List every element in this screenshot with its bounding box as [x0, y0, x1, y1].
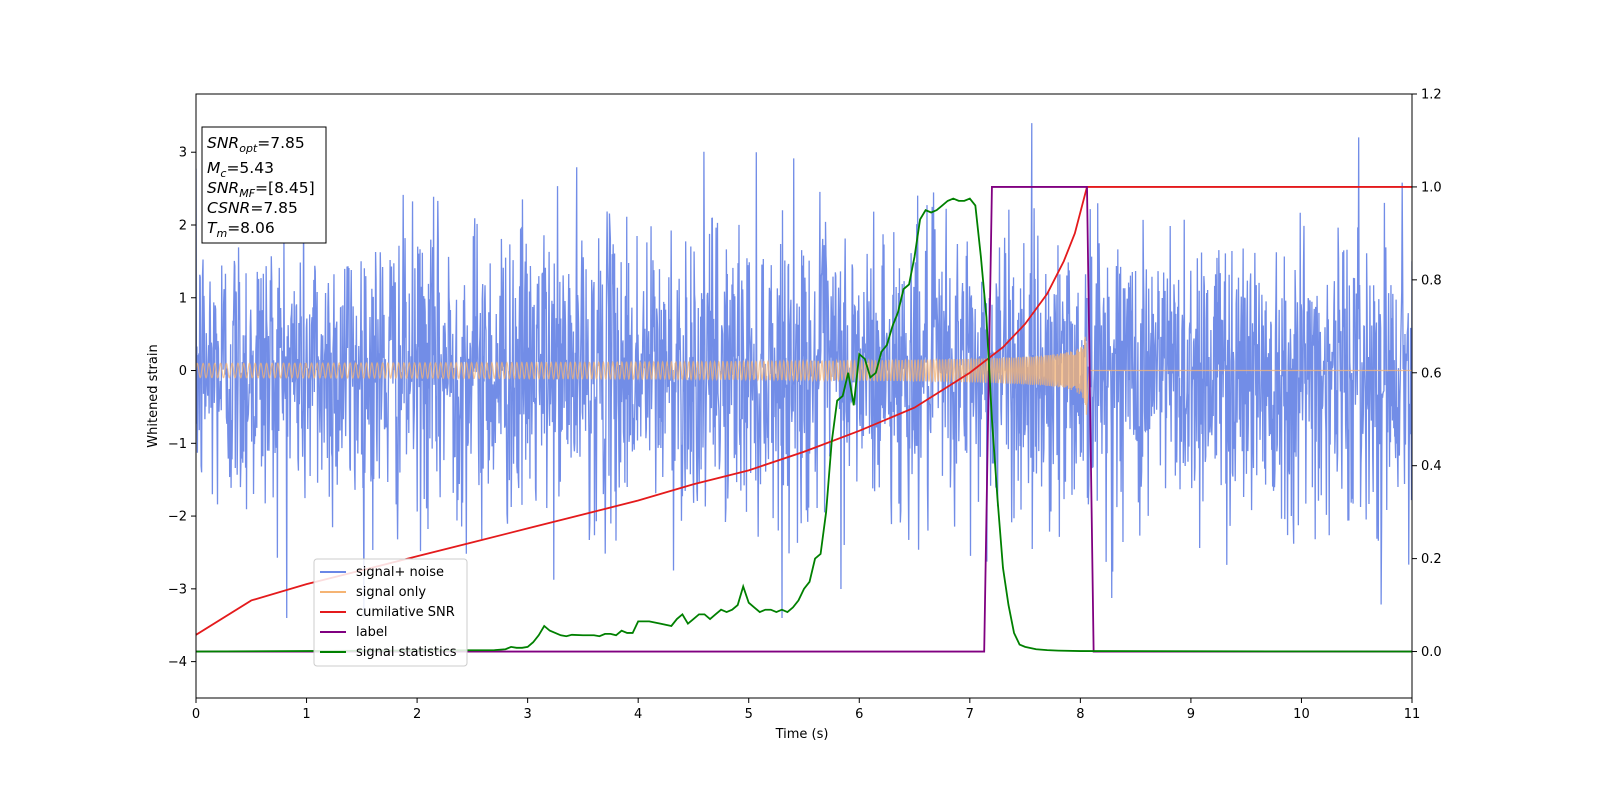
info-mc-main: M	[207, 159, 220, 177]
info-mc-sub: c	[220, 167, 226, 180]
x-tick-label-11: 11	[1404, 707, 1421, 722]
x-tick-label-8: 8	[1076, 707, 1084, 722]
legend-label-cumilative-snr: cumilative SNR	[356, 605, 455, 620]
info-csnr-value: =7.85	[250, 199, 298, 217]
legend-label-signal-noise: signal+ noise	[356, 565, 444, 580]
legend: signal+ noise signal only cumilative SNR…	[313, 558, 468, 667]
x-tick-label-1: 1	[302, 707, 310, 722]
plot-frame	[195, 93, 1413, 699]
info-snr-opt: SNRopt=7.85	[207, 134, 305, 155]
legend-item-cumilative-snr: cumilative SNR	[320, 605, 455, 620]
legend-item-signal-noise: signal+ noise	[320, 565, 444, 580]
info-snr-opt-value: =7.85	[257, 134, 305, 152]
y-tick-label-3: −1	[168, 437, 187, 452]
y-tick-label-0: −4	[168, 655, 187, 670]
info-mc-value: =5.43	[226, 159, 274, 177]
series-signal-only-line	[196, 336, 1412, 415]
x-tick-label-2: 2	[413, 707, 421, 722]
info-csnr-main: CSNR	[207, 199, 250, 217]
y2-tick-label-0: 0.0	[1421, 645, 1442, 660]
y-tick-label-1: −3	[168, 582, 187, 597]
x-tick-label-10: 10	[1293, 707, 1310, 722]
legend-item-signal-only: signal only	[320, 585, 426, 600]
info-tm-main: T	[207, 219, 218, 237]
series-signal-statistics-line	[196, 197, 1412, 653]
info-tm-sub: m	[216, 227, 227, 240]
legend-item-label: label	[320, 625, 387, 640]
legend-label-label: label	[356, 625, 387, 640]
info-snr-mf: SNRMF=[8.45]	[207, 179, 315, 200]
info-csnr: CSNR=7.85	[207, 199, 298, 217]
y-tick-label-4: 0	[179, 364, 187, 379]
y2-tick-label-2: 0.4	[1421, 459, 1442, 474]
legend-frame	[313, 558, 468, 667]
legend-label-signal-statistics: signal statistics	[356, 645, 457, 660]
axes-layer: 0 1 2 3 4 5 6 7 8 9 10 11 −4 −3 −2 −1 0 1 2 3 0.0 0.2 0.4 0.6 0.…	[168, 88, 1442, 723]
y2-tick-label-4: 0.8	[1421, 273, 1442, 288]
legend-label-signal-only: signal only	[356, 585, 426, 600]
info-snr-mf-value: =[8.45]	[255, 179, 315, 197]
info-snr-opt-main: SNR	[207, 134, 239, 152]
y-tick-label-2: −2	[168, 510, 187, 525]
x-tick-label-5: 5	[745, 707, 753, 722]
y2-tick-label-6: 1.2	[1421, 88, 1442, 103]
info-tm: Tm=8.06	[207, 219, 275, 240]
info-snr-mf-main: SNR	[207, 179, 239, 197]
x-tick-label-3: 3	[523, 707, 531, 722]
legend-item-signal-statistics: signal statistics	[320, 645, 457, 660]
y-tick-label-6: 2	[179, 218, 187, 233]
info-snr-mf-sub: MF	[239, 187, 255, 200]
y2-tick-label-1: 0.2	[1421, 552, 1442, 567]
x-axis-label: Time (s)	[775, 727, 829, 742]
info-tm-value: =8.06	[227, 219, 275, 237]
x-tick-label-6: 6	[855, 707, 863, 722]
x-tick-label-4: 4	[634, 707, 642, 722]
info-box-frame	[201, 126, 327, 244]
y-tick-label-7: 3	[179, 146, 187, 161]
x-tick-label-0: 0	[192, 707, 200, 722]
y2-tick-label-3: 0.6	[1421, 366, 1442, 381]
info-mc: Mc=5.43	[207, 159, 274, 180]
y2-tick-label-5: 1.0	[1421, 180, 1442, 195]
series-signal-noise-line	[196, 123, 1412, 618]
x-tick-label-7: 7	[966, 707, 974, 722]
x-tick-label-9: 9	[1187, 707, 1195, 722]
info-box: SNRopt=7.85 Mc=5.43 SNRMF=[8.45] CSNR=7.…	[201, 126, 327, 244]
y-axis-label: Whitened strain	[146, 344, 161, 447]
y-tick-label-5: 1	[179, 291, 187, 306]
info-snr-opt-sub: opt	[239, 142, 258, 155]
